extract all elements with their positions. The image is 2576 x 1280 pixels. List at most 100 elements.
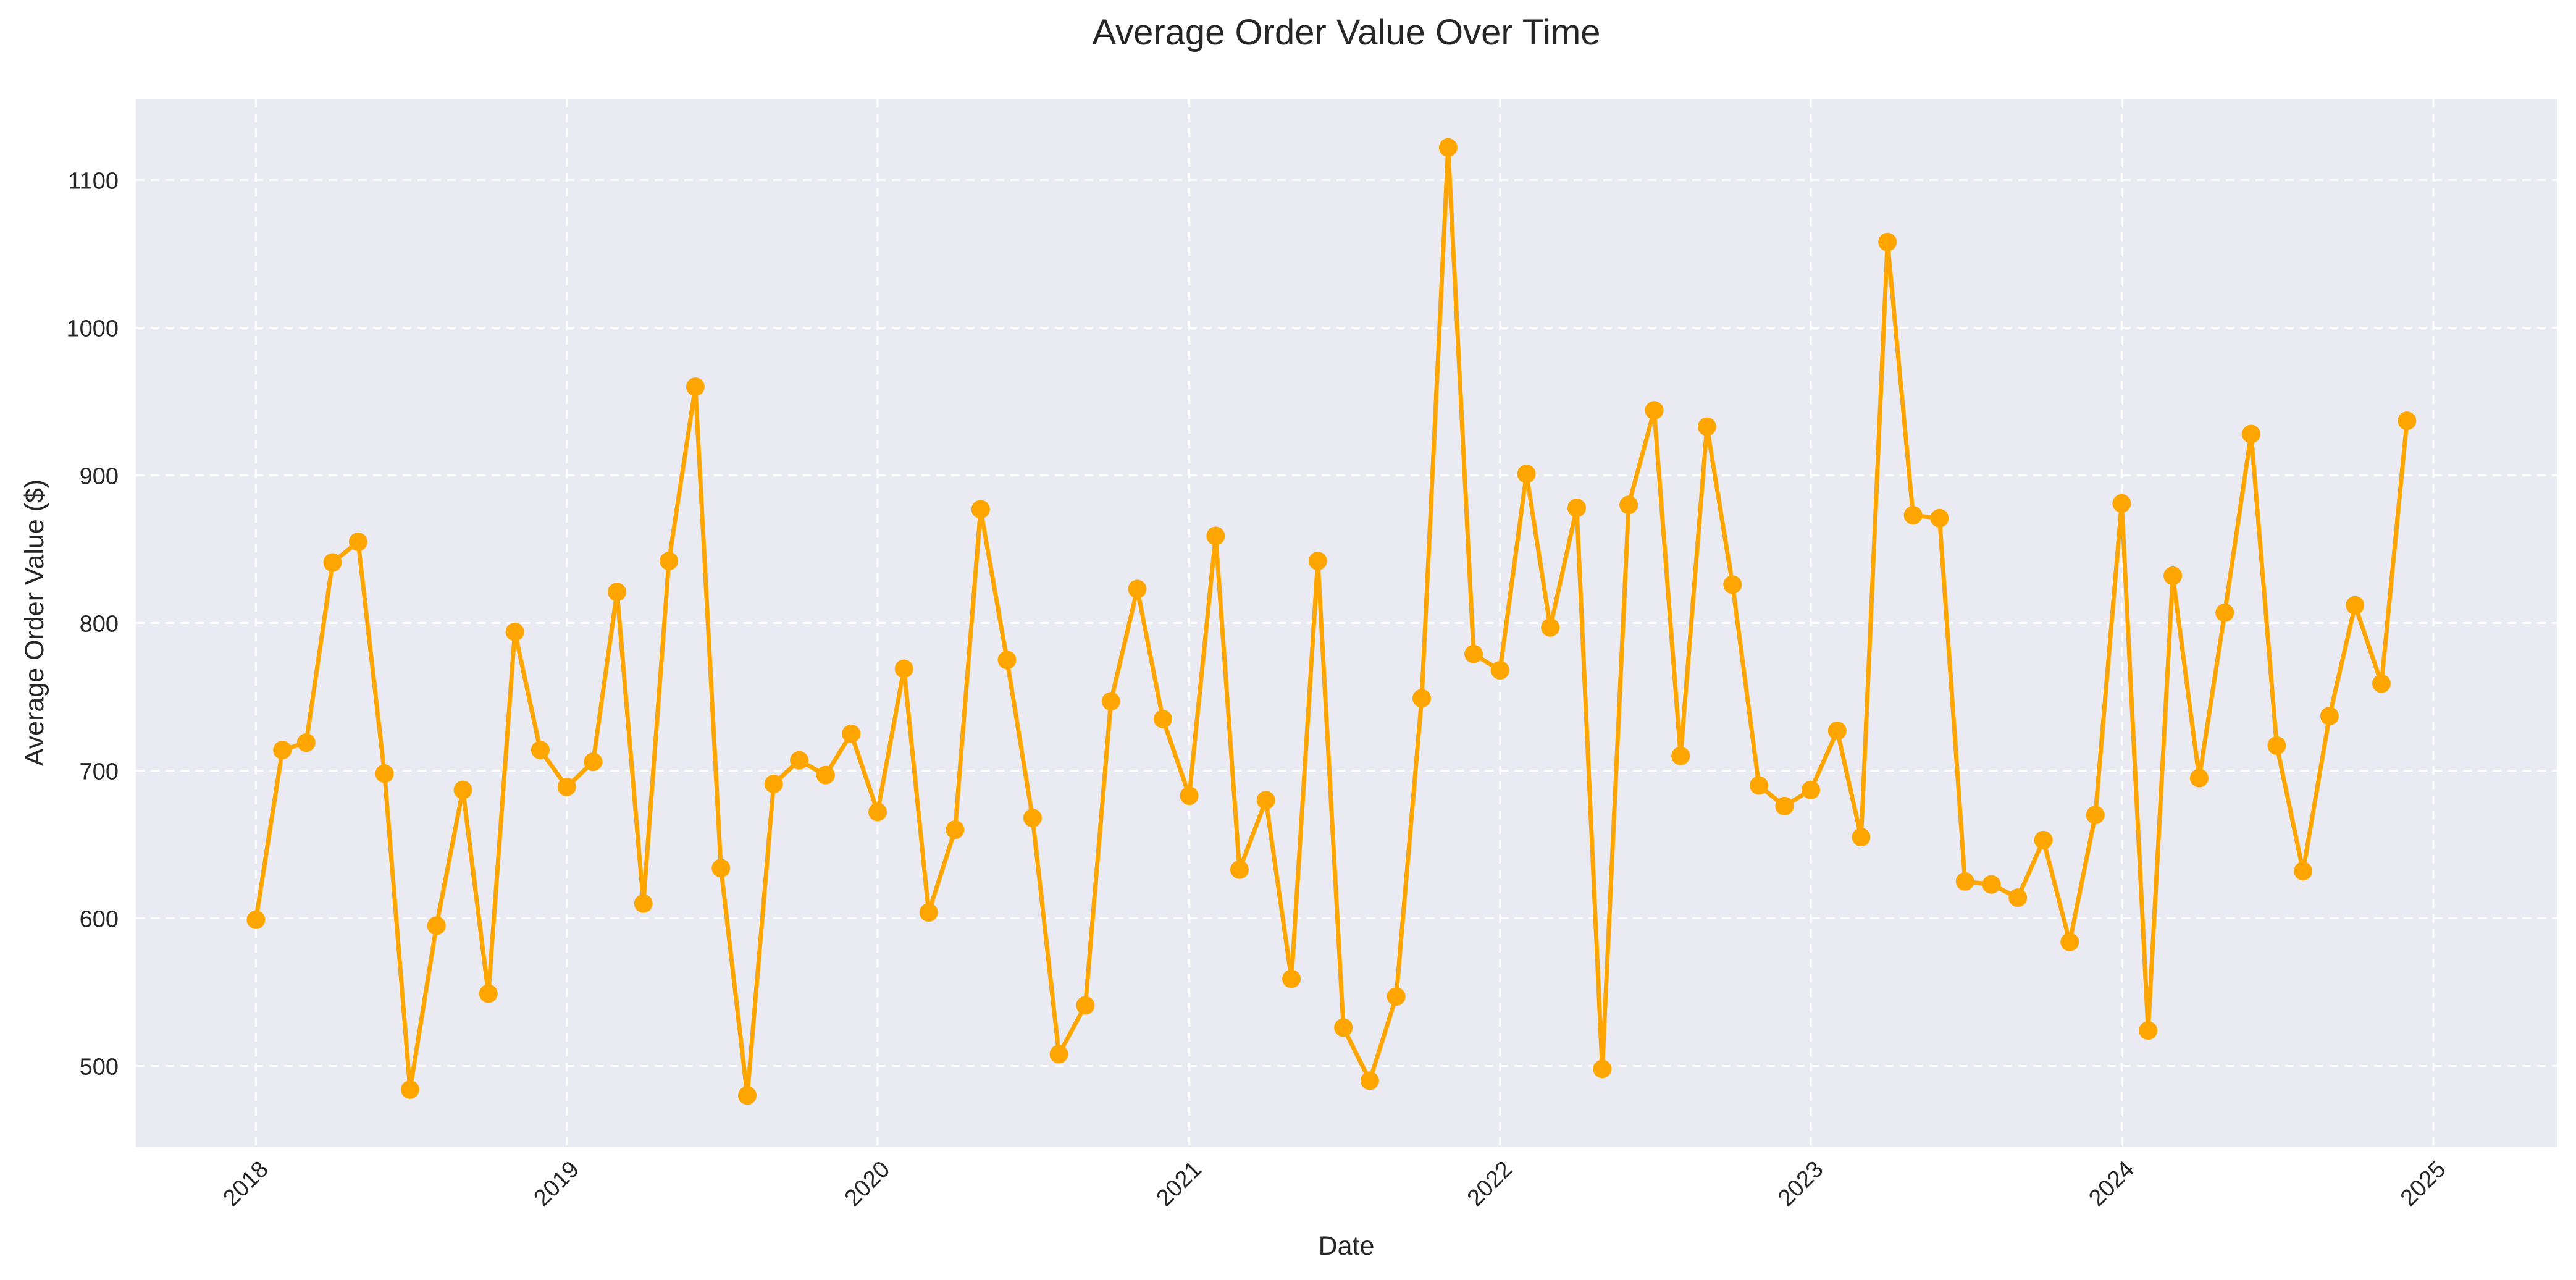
data-point	[1387, 987, 1406, 1006]
data-point	[1128, 579, 1147, 599]
x-axis-label: Date	[1319, 1231, 1375, 1261]
data-point	[894, 659, 913, 678]
data-point	[1180, 786, 1199, 806]
data-point	[2215, 603, 2234, 622]
data-point	[1827, 722, 1847, 740]
series-line	[253, 145, 2409, 1098]
data-point	[2008, 888, 2028, 907]
data-point	[868, 802, 887, 822]
data-point	[997, 651, 1017, 670]
data-point	[1903, 506, 1923, 524]
data-point	[1723, 575, 1742, 594]
data-point	[479, 984, 498, 1003]
data-point	[764, 775, 783, 793]
data-point	[557, 777, 576, 796]
data-point	[375, 764, 394, 783]
data-point	[1023, 809, 1042, 827]
data-point	[296, 733, 316, 752]
data-point	[1852, 828, 1871, 847]
data-point	[1334, 1018, 1353, 1037]
data-point	[1517, 465, 1536, 484]
data-point	[1230, 860, 1249, 879]
data-point	[1101, 692, 1120, 711]
data-point	[1878, 232, 1897, 251]
data-point	[2034, 830, 2053, 849]
data-point	[505, 622, 524, 641]
data-point	[816, 765, 835, 785]
data-point	[1802, 780, 1821, 799]
x-tick-label: 2025	[2396, 1156, 2451, 1211]
data-point	[2294, 862, 2313, 880]
data-point	[2139, 1021, 2158, 1040]
x-tick-label: 2018	[218, 1156, 273, 1211]
y-tick-label: 500	[80, 1055, 119, 1080]
data-point	[1955, 872, 1974, 891]
data-point	[2163, 566, 2183, 585]
data-point	[1076, 996, 1095, 1015]
y-tick-label: 800	[80, 612, 119, 638]
y-tick-label: 700	[80, 759, 119, 785]
data-point	[660, 552, 679, 571]
data-point	[2320, 707, 2339, 726]
x-tick-label: 2022	[1462, 1156, 1517, 1211]
x-tick-label: 2023	[1773, 1156, 1828, 1211]
data-point	[1982, 875, 2001, 894]
x-tick-label: 2020	[840, 1156, 895, 1211]
data-point	[1775, 796, 1794, 815]
y-tick-label: 900	[80, 463, 119, 489]
data-point	[2060, 932, 2079, 951]
data-point	[2267, 736, 2286, 755]
data-point	[1671, 746, 1690, 765]
data-point	[842, 724, 861, 743]
data-point	[608, 583, 626, 602]
data-point	[2112, 494, 2131, 513]
data-point	[1206, 526, 1225, 545]
data-point	[790, 751, 809, 770]
data-point	[1412, 689, 1431, 708]
y-axis-ticks: 500 600 700 800 900 1000 1100	[66, 168, 119, 1080]
data-point	[1308, 552, 1327, 571]
data-point	[1750, 776, 1768, 795]
data-point	[1049, 1045, 1068, 1064]
y-tick-label: 600	[80, 907, 119, 933]
data-point	[634, 894, 653, 913]
data-point	[584, 752, 603, 772]
data-point	[323, 553, 342, 572]
data-point	[919, 903, 938, 922]
data-point	[686, 377, 705, 397]
data-point	[1360, 1071, 1379, 1090]
data-point	[531, 741, 550, 760]
data-point	[1438, 138, 1458, 157]
data-point	[2189, 768, 2209, 788]
data-point	[246, 910, 266, 929]
data-point	[1256, 791, 1275, 810]
chart-title: Average Order Value Over Time	[1092, 12, 1600, 53]
data-point	[1153, 709, 1172, 728]
data-point	[348, 533, 367, 551]
y-axis-label: Average Order Value ($)	[20, 479, 49, 766]
data-point	[2372, 674, 2391, 693]
data-point	[2242, 424, 2260, 444]
data-point	[1697, 417, 1716, 436]
data-point	[427, 916, 446, 935]
data-point	[738, 1086, 757, 1105]
x-axis-ticks: 2018 2019 2020 2021 2022 2023 2024 2025	[218, 1156, 2451, 1211]
x-tick-label: 2024	[2084, 1156, 2139, 1211]
data-point	[971, 500, 990, 519]
data-points	[246, 138, 2417, 1105]
data-point	[401, 1080, 419, 1099]
data-point	[946, 820, 965, 840]
x-tick-label: 2021	[1151, 1156, 1206, 1211]
data-point	[273, 741, 292, 760]
data-point	[1593, 1059, 1612, 1079]
y-tick-label: 1100	[68, 168, 119, 194]
data-point	[1490, 661, 1509, 680]
data-point	[1567, 499, 1586, 518]
data-point	[1645, 401, 1664, 420]
data-point	[1464, 644, 1483, 663]
data-point	[1619, 495, 1638, 515]
data-point	[2086, 806, 2105, 825]
data-point	[711, 859, 731, 878]
